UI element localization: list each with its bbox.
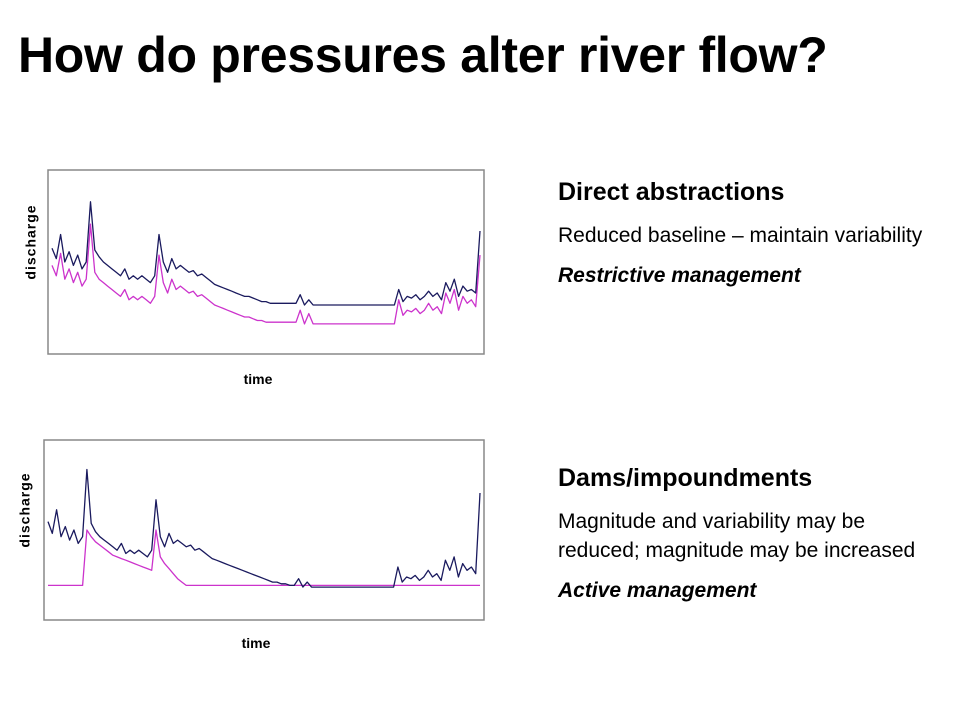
- abstractions-heading: Direct abstractions: [558, 178, 785, 206]
- chart-2-series-natural-line: [47, 468, 481, 588]
- impoundment-hydrograph-svg: time discharge: [17, 439, 485, 651]
- chart-1-y-axis-label: discharge: [23, 204, 39, 279]
- chart-2-series-altered-line: [48, 529, 480, 587]
- impoundments-heading: Dams/impoundments: [558, 464, 813, 492]
- abstraction-hydrograph: time discharge: [18, 164, 488, 396]
- abstraction-hydrograph-svg: time discharge: [23, 169, 485, 387]
- chart-2-plot-frame: [43, 439, 485, 621]
- chart-2-x-axis-label: time: [242, 635, 271, 651]
- chart-1-series-natural-line: [51, 201, 481, 306]
- slide-title: How do pressures alter river flow?: [18, 27, 828, 83]
- impoundments-management: Active management: [558, 579, 757, 602]
- abstractions-management: Restrictive management: [558, 264, 801, 287]
- chart-1-x-axis-label: time: [244, 371, 273, 387]
- impoundments-text-block: Dams/impoundments Magnitude and variabil…: [558, 464, 928, 603]
- abstractions-text-block: Direct abstractions Reduced baseline – m…: [558, 178, 928, 288]
- chart-1-series-altered-line: [51, 223, 481, 325]
- abstractions-description: Reduced baseline – maintain variability: [558, 224, 923, 247]
- chart-1-plot-frame: [47, 169, 485, 355]
- impoundments-description: Magnitude and variability may be reduced…: [558, 510, 916, 562]
- chart-2-y-axis-label: discharge: [17, 472, 33, 547]
- impoundment-hydrograph: time discharge: [14, 434, 488, 660]
